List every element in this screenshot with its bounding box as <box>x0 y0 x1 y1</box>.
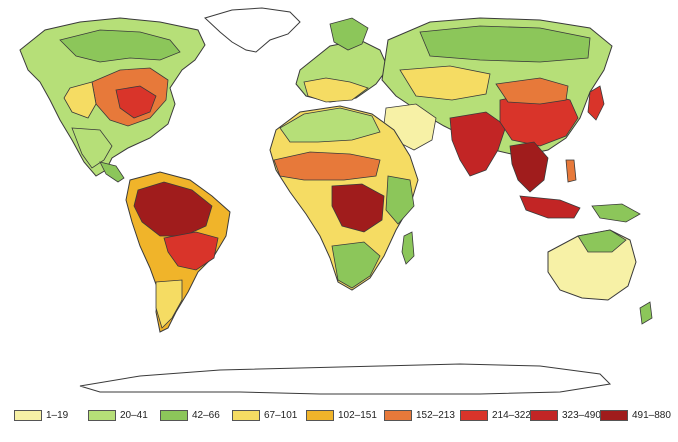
legend-swatch <box>600 409 628 421</box>
legend-label: 67–101 <box>264 409 298 421</box>
legend-item: 214–322 <box>460 408 531 422</box>
legend-item: 491–880 <box>600 408 671 422</box>
southern-cone-region <box>155 279 183 329</box>
greenland-landmass <box>204 7 301 53</box>
sahel-region <box>273 151 381 181</box>
madagascar-region <box>401 231 415 265</box>
north-africa-region <box>279 107 381 143</box>
central-america-region <box>99 161 125 183</box>
amazon-region <box>133 181 213 237</box>
indonesia-region <box>519 195 581 219</box>
new-zealand-region <box>639 301 653 325</box>
legend-swatch <box>232 409 260 421</box>
legend-label: 214–322 <box>492 409 531 421</box>
mexico-region <box>71 127 113 169</box>
southeast-asia-region <box>509 141 549 193</box>
central-africa-region <box>331 183 385 233</box>
brazil-central-region <box>163 231 219 271</box>
legend-item: 20–41 <box>88 408 148 422</box>
legend-swatch <box>306 409 334 421</box>
legend-item: 323–490 <box>530 408 601 422</box>
east-africa-region <box>385 175 415 225</box>
legend-swatch <box>160 409 188 421</box>
legend-label: 152–213 <box>416 409 455 421</box>
siberia-region <box>419 25 591 63</box>
legend-swatch <box>88 409 116 421</box>
southern-europe-region <box>303 77 369 103</box>
canada-north-region <box>59 29 181 63</box>
australia-north-region <box>577 229 627 253</box>
legend-swatch <box>460 409 488 421</box>
legend-swatch <box>14 409 42 421</box>
south-asia-region <box>449 111 507 177</box>
central-asia-region <box>399 65 491 101</box>
legend-item: 42–66 <box>160 408 220 422</box>
legend-item: 67–101 <box>232 408 297 422</box>
legend-item: 102–151 <box>306 408 377 422</box>
legend-label: 102–151 <box>338 409 377 421</box>
legend-label: 323–490 <box>562 409 601 421</box>
us-southeast-region <box>115 85 157 119</box>
legend-item: 1–19 <box>14 408 68 422</box>
legend-label: 42–66 <box>192 409 220 421</box>
new-guinea-region <box>591 203 641 223</box>
legend-label: 1–19 <box>46 409 69 421</box>
legend-label: 491–880 <box>632 409 671 421</box>
us-plains-region <box>63 81 97 119</box>
legend-label: 20–41 <box>120 409 148 421</box>
legend-swatch <box>384 409 412 421</box>
china-north-region <box>495 77 569 105</box>
legend-swatch <box>530 409 558 421</box>
japan-region <box>587 85 605 121</box>
map-legend: 1–19 20–41 42–66 67–101 102–151 152–213 … <box>0 408 678 428</box>
legend-item: 152–213 <box>384 408 455 422</box>
philippines-region <box>565 159 577 183</box>
southern-africa-region <box>331 241 381 289</box>
antarctica-outline <box>79 363 612 395</box>
scandinavia-region <box>329 17 369 51</box>
